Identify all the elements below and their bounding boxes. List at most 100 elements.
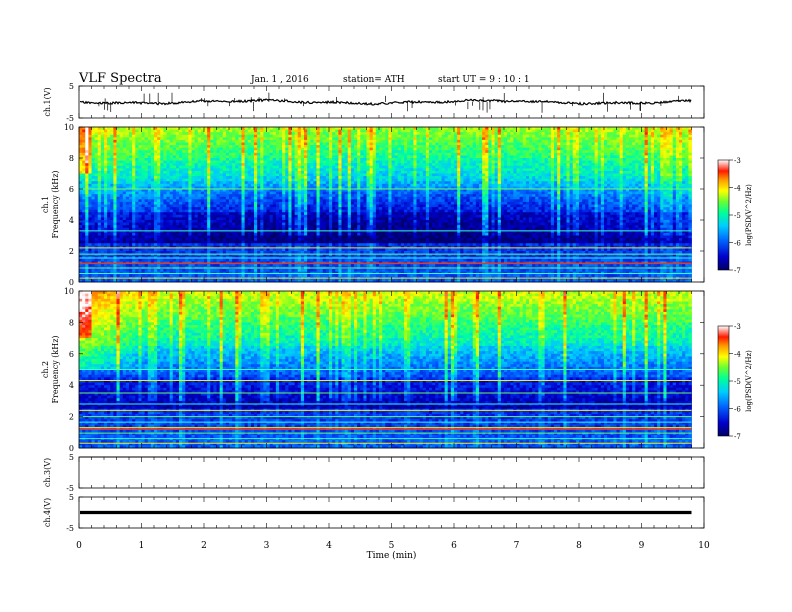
ch1-spectrogram-cell [163,142,167,146]
ch1-spectrogram-cell [344,165,349,169]
ch1-spectrogram-cell [310,163,314,167]
ch1-spectrogram-cell [229,168,233,172]
ch1-spectrogram-cell [550,134,555,138]
ch1-spectrogram-cell [332,150,336,154]
ch1-spectrogram-cell [654,137,658,141]
ch1-spectrogram-cell [160,132,164,136]
ch1-spectrogram-cell [644,163,649,167]
ch1-spectrogram-cell [207,189,211,192]
ch1-spectrogram-cell [229,181,233,185]
ch1-spectrogram-cell [663,165,667,169]
ch1-spectrogram-cell [485,134,489,138]
ch1-spectrogram-cell [204,183,208,187]
ch1-spectrogram-cell [429,132,433,136]
ch1-spectrogram-cell [97,176,102,180]
ch1-spectrogram-cell [522,181,527,185]
ch1-spectrogram-cell [541,150,546,154]
ch1-spectrogram-cell [379,139,383,143]
ch1-spectrogram-cell [338,189,342,192]
ch1-spectrogram-cell [266,129,271,133]
ch1-spectrogram-cell [266,168,271,172]
ch1-spectrogram-cell [538,147,542,151]
ch1-spectrogram-cell [588,158,592,161]
ch1-spectrogram-cell [235,127,239,130]
ch1-spectrogram-cell [444,170,449,174]
ch1-spectrogram-cell [447,170,452,174]
ch1-spectrogram-cell [572,165,577,169]
ch1-spectrogram-cell [435,183,439,187]
ch1-spectrogram-cell [594,165,599,169]
ch1-spectrogram-cell [350,152,355,156]
ch1-spectrogram-cell [407,181,411,185]
ch1-spectrogram-cell [654,160,658,164]
ch1-spectrogram-cell [413,183,417,187]
ch1-spectrogram-cell [507,186,511,190]
ch1-spectrogram-cell [547,158,552,161]
ch1-spectrogram-cell [429,168,433,172]
ch1-spectrogram-cell [425,170,430,174]
ch1-spectrogram-cell [416,134,421,138]
ch1-spectrogram-cell [666,178,671,182]
ch1-spectrogram-cell [135,127,139,130]
ch1-spectrogram-cell [685,152,689,156]
ch1-spectrogram-cell [285,139,289,143]
ch1-spectrogram-cell [238,150,242,154]
ch1-spectrogram-cell [407,165,411,169]
ch1-spectrogram-cell [685,170,689,174]
ch1-spectrogram-cell [438,145,442,149]
ch1-spectrogram-cell [82,145,86,149]
ch1-spectrogram-cell [247,163,252,167]
ch1-spectrogram-cell [341,127,346,130]
ch1-spectrogram-cell [369,165,374,169]
ch1-spectrogram-cell [472,158,477,161]
ch1-spectrogram-cell [379,176,383,180]
ch1-spectrogram-cell [666,145,671,149]
ch1-spectrogram-cell [257,163,261,167]
ch1-spectrogram-cell [263,139,267,143]
ch1-spectrogram-cell [444,152,449,156]
ch1-spectrogram-cell [444,139,449,143]
ch1-spectrogram-cell [425,181,430,185]
ch1-spectrogram-cell [597,152,602,156]
ch1-spectrogram-cell [425,165,430,169]
ch1-spectrogram-cell [200,132,205,136]
ch1-spectrogram-cell [572,134,577,138]
ch1-spectrogram-cell [79,165,83,169]
ch1-spectrogram-cell [419,147,424,151]
ch1-spectrogram-cell [497,189,502,192]
ch1-spectrogram-cell [397,145,402,149]
ch1-spectrogram-cell [113,158,117,161]
ch1-spectrogram-cell [191,127,196,130]
ch1-spectrogram-cell [307,127,311,130]
ch1-spectrogram-cell [322,178,327,182]
ch1-spectrogram-cell [610,147,614,151]
ch1-spectrogram-cell [400,183,405,187]
ch1-spectrogram-cell [485,163,489,167]
ch1-spectrogram-cell [304,158,308,161]
ch1-spectrogram-cell [179,163,183,167]
ch1-spectrogram-cell [110,183,114,187]
ch1-spectrogram-cell [604,152,608,156]
ch1-spectrogram-cell [360,186,364,190]
ch1-spectrogram-cell [429,150,433,154]
ch1-spectrogram-cell [135,181,139,185]
ch1-spectrogram-cell [529,173,533,177]
ch1-spectrogram-cell [488,173,492,177]
ch1-spectrogram-cell [575,186,580,190]
ch1-spectrogram-cell [400,132,405,136]
ch1-spectrogram-cell [563,173,567,177]
ch1-spectrogram-cell [547,145,552,149]
ch1-spectrogram-cell [207,145,211,149]
ch1-spectrogram-cell [657,183,661,187]
ch1-spectrogram-cell [404,137,408,141]
ch1-spectrogram-cell [141,158,146,161]
ch1-spectrogram-cell [266,150,271,154]
ch1-spectrogram-cell [219,181,224,185]
ch1-spectrogram-cell [269,155,274,159]
ch1-spectrogram-cell [547,152,552,156]
ch1-spectrogram-cell [222,150,227,154]
ch1-spectrogram-cell [272,186,277,190]
ch1-spectrogram-cell [229,139,233,143]
ch1-spectrogram-cell [313,132,317,136]
ch1-spectrogram-cell [219,147,224,151]
